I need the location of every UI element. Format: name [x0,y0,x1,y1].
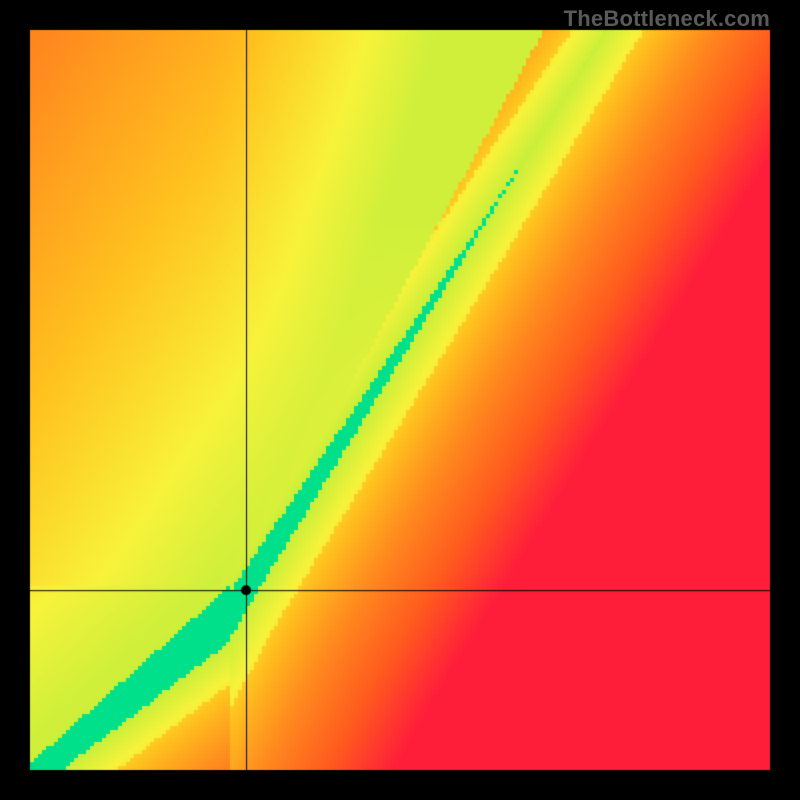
chart-frame: TheBottleneck.com [0,0,800,800]
bottleneck-heatmap-canvas [0,0,800,800]
watermark-label: TheBottleneck.com [564,6,770,32]
